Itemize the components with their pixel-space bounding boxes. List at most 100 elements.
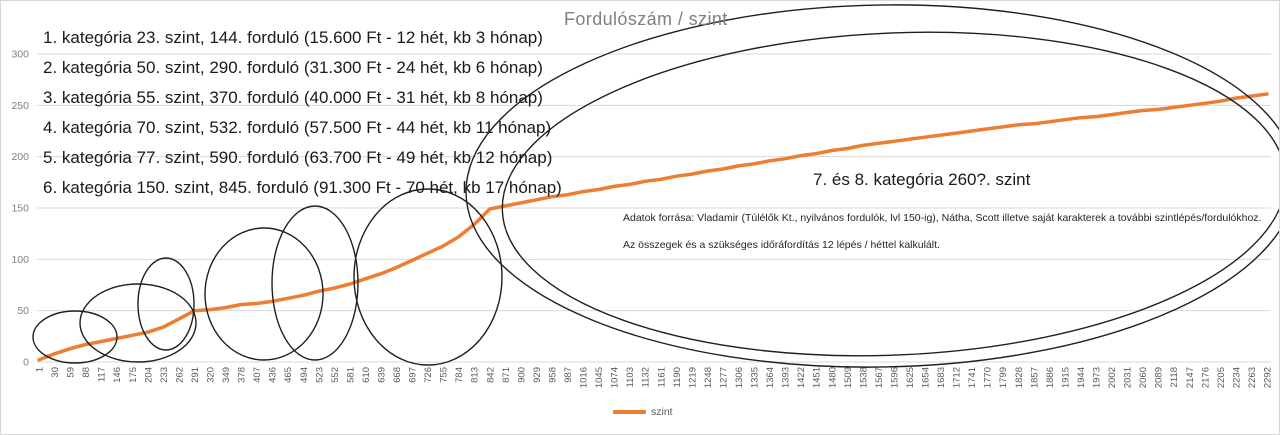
x-tick-label: 1973 bbox=[1092, 367, 1103, 388]
annotation-ellipse bbox=[79, 283, 197, 363]
x-tick-label: 1567 bbox=[874, 367, 885, 388]
x-tick-label: 1538 bbox=[858, 367, 869, 388]
x-tick-label: 1915 bbox=[1060, 367, 1071, 388]
x-tick-label: 1509 bbox=[843, 367, 854, 388]
x-tick-label: 1190 bbox=[672, 367, 683, 387]
y-tick-label: 200 bbox=[11, 151, 29, 163]
x-tick-label: 1335 bbox=[750, 367, 761, 388]
annotation-category-3: 3. kategória 55. szint, 370. forduló (40… bbox=[43, 88, 543, 107]
x-tick-label: 1306 bbox=[734, 367, 745, 388]
y-tick-label: 50 bbox=[17, 305, 29, 317]
x-tick-label: 784 bbox=[454, 367, 465, 383]
category-annotations: 1. kategória 23. szint, 144. forduló (15… bbox=[43, 23, 562, 203]
x-tick-label: 1 bbox=[35, 367, 46, 372]
x-tick-label: 842 bbox=[485, 367, 496, 383]
x-tick-label: 1277 bbox=[718, 367, 729, 388]
y-tick-label: 0 bbox=[23, 357, 29, 369]
x-tick-label: 2002 bbox=[1107, 367, 1118, 388]
x-tick-label: 523 bbox=[314, 367, 325, 383]
x-tick-label: 1045 bbox=[594, 367, 605, 388]
annotation-category-7-8: 7. és 8. kategória 260?. szint bbox=[813, 170, 1031, 189]
annotation-ellipse bbox=[204, 227, 324, 361]
x-tick-label: 2292 bbox=[1263, 367, 1274, 388]
x-tick-label: 349 bbox=[221, 367, 232, 383]
x-tick-label: 407 bbox=[252, 367, 263, 383]
x-tick-label: 1422 bbox=[796, 367, 807, 388]
annotation-ellipse bbox=[32, 310, 118, 364]
x-tick-label: 378 bbox=[237, 367, 248, 383]
x-tick-label: 639 bbox=[377, 367, 388, 383]
x-tick-label: 1770 bbox=[983, 367, 994, 388]
y-tick-label: 100 bbox=[11, 254, 29, 266]
x-tick-label: 30 bbox=[50, 367, 61, 378]
x-tick-label: 2147 bbox=[1185, 367, 1196, 388]
x-tick-label: 1683 bbox=[936, 367, 947, 388]
chart-title: Fordulószám / szint bbox=[564, 9, 728, 29]
x-tick-label: 1712 bbox=[952, 367, 963, 388]
x-tick-label: 1596 bbox=[889, 367, 900, 388]
legend: szint bbox=[613, 406, 673, 418]
x-tick-label: 494 bbox=[299, 367, 310, 383]
x-tick-label: 726 bbox=[423, 367, 434, 383]
x-tick-label: 697 bbox=[408, 367, 419, 383]
x-tick-label: 233 bbox=[159, 367, 170, 383]
x-tick-label: 1393 bbox=[781, 367, 792, 388]
x-tick-label: 291 bbox=[190, 367, 201, 383]
x-tick-label: 1161 bbox=[656, 367, 667, 387]
source-note-1: Adatok forrása: Vladamir (Túlélők Kt., n… bbox=[623, 212, 1262, 224]
x-tick-label: 871 bbox=[501, 367, 512, 383]
x-tick-label: 262 bbox=[174, 367, 185, 383]
x-tick-label: 1074 bbox=[610, 367, 621, 388]
x-tick-label: 1741 bbox=[967, 367, 978, 388]
x-tick-label: 1364 bbox=[765, 367, 776, 388]
x-tick-label: 1016 bbox=[579, 367, 590, 388]
y-tick-label: 150 bbox=[11, 203, 29, 215]
x-tick-label: 1480 bbox=[827, 367, 838, 388]
annotation-category-6: 6. kategória 150. szint, 845. forduló (9… bbox=[43, 178, 562, 197]
x-tick-label: 2118 bbox=[1169, 367, 1180, 387]
x-tick-label: 610 bbox=[361, 367, 372, 383]
legend-series-label: szint bbox=[651, 406, 673, 418]
annotation-category-4: 4. kategória 70. szint, 532. forduló (57… bbox=[43, 118, 552, 137]
x-tick-label: 958 bbox=[548, 367, 559, 383]
x-tick-label: 755 bbox=[439, 367, 450, 383]
x-tick-label: 117 bbox=[97, 367, 108, 382]
x-tick-label: 1219 bbox=[687, 367, 698, 388]
x-tick-label: 900 bbox=[516, 367, 527, 383]
annotation-category-1: 1. kategória 23. szint, 144. forduló (15… bbox=[43, 28, 543, 47]
x-tick-label: 2205 bbox=[1216, 367, 1227, 388]
x-tick-label: 320 bbox=[206, 367, 217, 383]
x-tick-label: 929 bbox=[532, 367, 543, 383]
x-tick-label: 88 bbox=[81, 367, 92, 378]
x-tick-label: 1944 bbox=[1076, 367, 1087, 388]
annotation-category-5: 5. kategória 77. szint, 590. forduló (63… bbox=[43, 148, 553, 167]
x-tick-label: 1886 bbox=[1045, 367, 1056, 388]
x-tick-label: 552 bbox=[330, 367, 341, 383]
annotation-ellipse bbox=[465, 4, 1279, 368]
x-tick-label: 2089 bbox=[1154, 367, 1165, 388]
x-tick-label: 1828 bbox=[1014, 367, 1025, 388]
x-tick-label: 436 bbox=[268, 367, 279, 383]
x-tick-label: 2176 bbox=[1200, 367, 1211, 388]
x-tick-label: 2060 bbox=[1138, 367, 1149, 388]
x-tick-label: 987 bbox=[563, 367, 574, 383]
x-tick-label: 59 bbox=[66, 367, 77, 378]
x-tick-label: 175 bbox=[128, 367, 139, 383]
x-tick-label: 668 bbox=[392, 367, 403, 383]
x-tick-label: 1625 bbox=[905, 367, 916, 388]
x-axis-labels: 1 30 59 88 117 146 175 204 233 262 291 320 349 378 407… bbox=[35, 367, 1274, 388]
series-line-szint bbox=[37, 92, 1269, 362]
x-tick-label: 581 bbox=[345, 367, 356, 383]
x-tick-label: 1248 bbox=[703, 367, 714, 388]
x-tick-label: 1103 bbox=[625, 367, 636, 387]
x-tick-label: 465 bbox=[283, 367, 294, 383]
annotation-ellipse bbox=[501, 31, 1279, 357]
annotation-category-2: 2. kategória 50. szint, 290. forduló (31… bbox=[43, 58, 543, 77]
x-tick-label: 1799 bbox=[998, 367, 1009, 388]
y-axis-labels: 0 50 100 150 200 250 300 bbox=[11, 49, 29, 369]
x-tick-label: 2234 bbox=[1231, 367, 1242, 388]
x-tick-label: 204 bbox=[143, 367, 154, 383]
x-tick-label: 1132 bbox=[641, 367, 652, 387]
